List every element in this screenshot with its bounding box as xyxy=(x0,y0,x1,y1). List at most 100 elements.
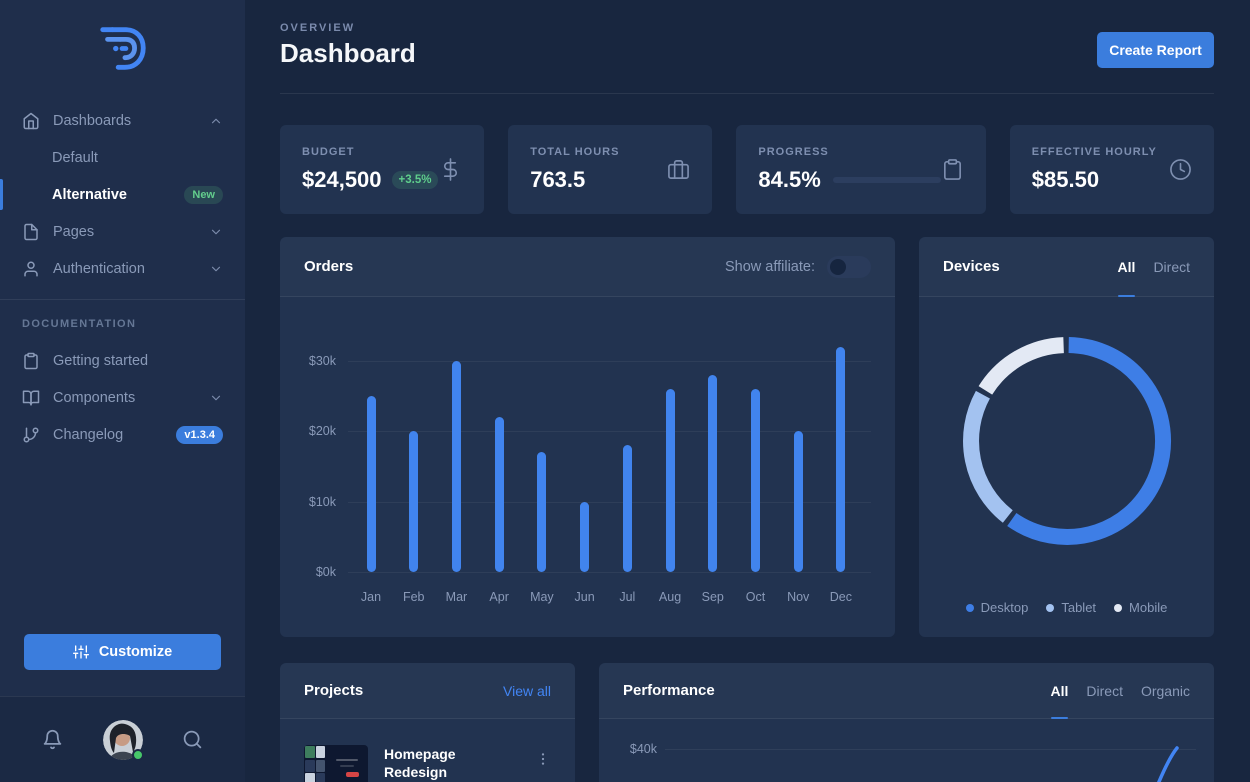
x-axis-tick: Mar xyxy=(445,590,468,604)
y-axis-tick: $0k xyxy=(315,565,336,579)
performance-ytick: $40k xyxy=(629,742,657,756)
performance-card: Performance All Direct Organic $40k xyxy=(599,663,1214,782)
performance-tab-direct[interactable]: Direct xyxy=(1086,682,1123,699)
view-all-link[interactable]: View all xyxy=(503,682,551,699)
bar-jun[interactable] xyxy=(580,501,590,572)
devices-legend: Desktop Tablet Mobile xyxy=(919,600,1214,615)
sidebar-item-components[interactable]: Components xyxy=(0,379,245,416)
bar-mar[interactable] xyxy=(451,361,461,572)
progress-bar xyxy=(832,177,941,183)
x-axis-tick: Oct xyxy=(745,590,766,604)
x-axis-tick: Feb xyxy=(402,590,425,604)
bar-may[interactable] xyxy=(537,452,547,572)
sidebar-item-label: Changelog xyxy=(53,426,124,443)
stat-card-total-hours: TOTAL HOURS 763.5 xyxy=(508,125,713,214)
sidebar-item-label: Getting started xyxy=(53,352,149,369)
sidebar-item-changelog[interactable]: Changelog v1.3.4 xyxy=(0,416,245,453)
toggle-knob xyxy=(830,258,846,275)
sidebar-footer xyxy=(0,696,245,782)
y-axis-tick: $20k xyxy=(308,424,336,439)
dollar-icon xyxy=(444,158,458,181)
notifications-button[interactable] xyxy=(42,729,63,750)
bar-sep[interactable] xyxy=(708,375,718,572)
online-status-dot xyxy=(131,748,144,761)
briefcase-icon xyxy=(668,160,690,179)
sidebar-item-getting-started[interactable]: Getting started xyxy=(0,342,245,379)
orders-card: Orders Show affiliate: $0k $10k $20k $30k Ja… xyxy=(280,237,895,637)
sliders-icon xyxy=(72,645,89,659)
stat-label: EFFECTIVE HOURLY xyxy=(1031,146,1157,158)
donut-segment-tablet[interactable] xyxy=(962,390,1013,523)
brand-logo[interactable] xyxy=(0,0,245,102)
legend-item-tablet[interactable]: Tablet xyxy=(1046,600,1096,615)
bar-nov[interactable] xyxy=(793,431,803,572)
clipboard-icon xyxy=(24,352,38,369)
project-title: Homepage Redesign xyxy=(384,746,456,781)
legend-dot xyxy=(965,603,974,612)
bar-apr[interactable] xyxy=(494,417,504,572)
devices-tabs: All Direct xyxy=(1117,237,1190,297)
performance-card-title: Performance xyxy=(623,682,715,699)
header-divider xyxy=(280,93,1214,94)
bar-jul[interactable] xyxy=(622,445,632,572)
sidebar-item-pages[interactable]: Pages xyxy=(0,213,245,250)
create-report-button[interactable]: Create Report xyxy=(1097,32,1214,68)
performance-line-chart: $40k xyxy=(599,719,1214,782)
y-axis-tick: $30k xyxy=(308,354,336,368)
bar-jan[interactable] xyxy=(366,396,376,572)
x-axis-tick: May xyxy=(530,590,554,604)
donut-segment-mobile[interactable] xyxy=(978,337,1064,395)
bar-dec[interactable] xyxy=(836,346,846,572)
x-axis-tick: Jun xyxy=(574,590,595,604)
devices-tab-all[interactable]: All xyxy=(1117,237,1135,297)
projects-card: Projects View all Homepage Redesign xyxy=(280,663,575,782)
devices-donut-chart xyxy=(919,297,1214,585)
sidebar-item-authentication[interactable]: Authentication xyxy=(0,250,245,287)
stat-label: PROGRESS xyxy=(758,146,829,158)
customize-button[interactable]: Customize xyxy=(24,634,221,670)
orders-card-title: Orders xyxy=(304,258,354,275)
legend-dot xyxy=(1114,603,1123,612)
sidebar-item-dashboards[interactable]: Dashboards xyxy=(0,102,245,139)
gridline xyxy=(348,361,871,362)
legend-label: Desktop xyxy=(980,600,1029,615)
file-icon xyxy=(24,223,38,240)
sidebar-item-label: Default xyxy=(52,149,98,166)
legend-item-mobile[interactable]: Mobile xyxy=(1114,600,1167,615)
y-axis-tick: $10k xyxy=(308,494,336,509)
chevron-down-icon xyxy=(211,395,221,400)
sidebar-divider xyxy=(0,299,245,300)
performance-tab-all[interactable]: All xyxy=(1050,663,1068,719)
x-axis-tick: Nov xyxy=(787,590,810,604)
bar-oct[interactable] xyxy=(750,389,760,572)
bar-feb[interactable] xyxy=(409,431,419,572)
user-avatar[interactable] xyxy=(102,719,144,761)
stats-row: BUDGET $24,500 +3.5% TOTAL HOURS 763.5 PR… xyxy=(280,125,1214,214)
stat-label: BUDGET xyxy=(302,146,355,158)
search-button[interactable] xyxy=(182,729,203,750)
stat-value: $24,500 xyxy=(302,167,382,192)
stat-value: 763.5 xyxy=(530,167,586,192)
legend-dot xyxy=(1046,603,1055,612)
sidebar: Dashboards Default Alternative New Pages Auth… xyxy=(0,0,245,782)
bar-aug[interactable] xyxy=(665,389,675,572)
sidebar-section-label: DOCUMENTATION xyxy=(22,318,137,330)
sidebar-nav: Dashboards Default Alternative New Pages Auth… xyxy=(0,102,245,287)
donut-svg xyxy=(962,337,1171,545)
chevron-up-icon xyxy=(211,118,221,123)
performance-tab-organic[interactable]: Organic xyxy=(1140,682,1190,699)
devices-tab-direct[interactable]: Direct xyxy=(1153,258,1190,275)
show-affiliate-toggle[interactable] xyxy=(827,255,871,278)
sidebar-item-alternative[interactable]: Alternative New xyxy=(0,176,245,213)
sidebar-item-default[interactable]: Default xyxy=(0,139,245,176)
x-axis-tick: Sep xyxy=(701,590,724,604)
x-axis-tick: Aug xyxy=(658,590,682,604)
project-menu-button[interactable] xyxy=(535,751,551,767)
customize-label: Customize xyxy=(98,644,173,660)
stat-card-effective-hourly: EFFECTIVE HOURLY $85.50 xyxy=(1009,125,1214,214)
project-list-item[interactable]: Homepage Redesign xyxy=(280,719,575,782)
performance-gridline xyxy=(665,749,1196,750)
donut-segment-desktop[interactable] xyxy=(1006,337,1171,545)
legend-item-desktop[interactable]: Desktop xyxy=(965,600,1029,615)
chevron-down-icon xyxy=(211,229,221,234)
